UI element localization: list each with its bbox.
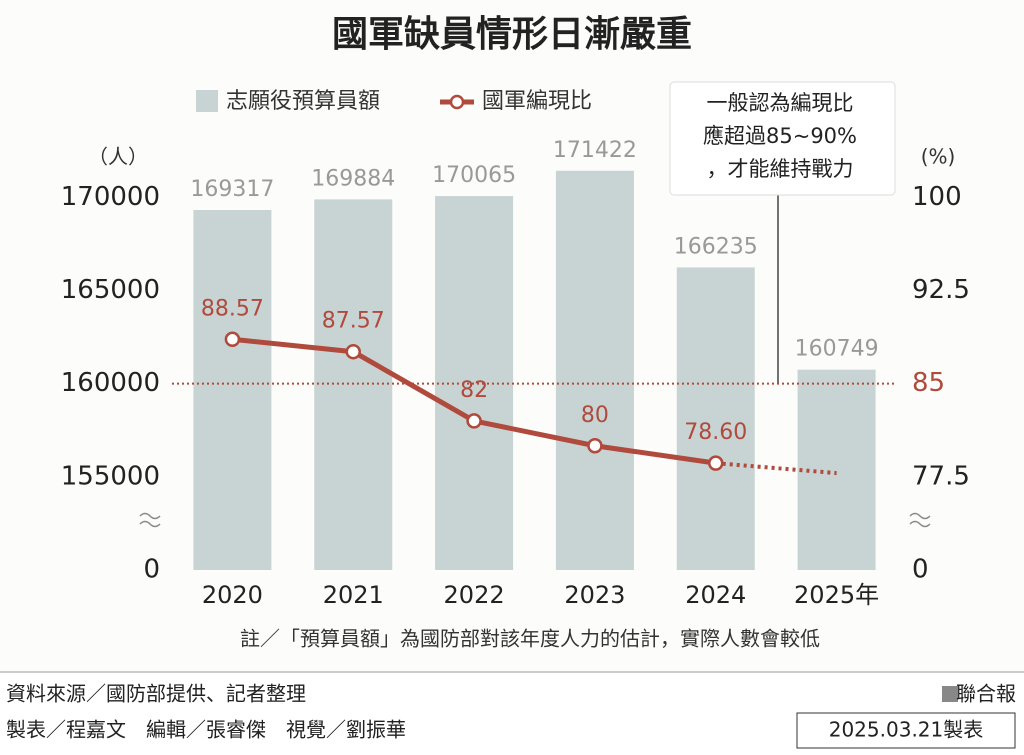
legend-label: 志願役預算員額 [226, 89, 380, 114]
source: 資料來源／國防部提供、記者整理 [6, 682, 306, 706]
legend-marker [449, 94, 465, 110]
annotation-text: 應超過85~90% [703, 124, 857, 148]
axis-break [909, 512, 931, 528]
chart-title: 國軍缺員情形日漸嚴重 [332, 14, 692, 55]
y2-tick-label: 85 [912, 368, 945, 398]
line-marker [587, 438, 603, 454]
y-axis-label: （人） [88, 145, 148, 169]
annotation-text: 一般認為編現比 [707, 91, 854, 115]
line-marker [466, 413, 482, 429]
bar [555, 170, 634, 570]
x-tick-label: 2022 [444, 581, 505, 609]
line-value-label: 88.57 [201, 296, 264, 321]
bar [797, 369, 876, 570]
x-tick-label: 2024 [685, 581, 746, 609]
bar-value-label: 160749 [795, 337, 879, 362]
y-tick-label: 165000 [61, 275, 160, 305]
date-box [796, 712, 1016, 749]
credits: 製表／程嘉文 編輯／張睿傑 視覺／劉振華 [6, 718, 406, 742]
y2-tick-label: 77.5 [912, 461, 970, 491]
axis-break [139, 512, 161, 528]
legend-swatch [196, 90, 218, 112]
annotation-text: ，才能維持戰力 [707, 157, 854, 181]
line-marker [345, 343, 361, 360]
y2-axis-label: (%) [921, 145, 956, 169]
line-marker [224, 331, 241, 348]
y-tick-label: 160000 [61, 368, 160, 398]
line-value-label: 82 [460, 378, 488, 403]
y2-tick-label: 100 [912, 182, 962, 212]
bar-value-label: 170065 [432, 163, 516, 188]
x-tick-label: 2025年 [794, 581, 879, 609]
x-tick-label: 2021 [323, 581, 384, 609]
bar-value-label: 171422 [553, 138, 637, 163]
legend-label: 國軍編現比 [482, 89, 592, 114]
y-tick-label: 0 [143, 555, 160, 585]
line-value-label: 87.57 [322, 309, 385, 334]
bar [676, 267, 755, 570]
y2-tick-label: 0 [912, 555, 929, 585]
line-marker [708, 455, 724, 471]
line-value-label: 78.60 [684, 420, 747, 445]
bar-value-label: 169317 [190, 177, 274, 202]
x-tick-label: 2023 [564, 581, 625, 609]
bar [193, 210, 272, 571]
publisher-icon [942, 686, 958, 702]
annotation-box [669, 81, 896, 196]
y2-tick-label: 92.5 [912, 275, 970, 305]
line-value-label: 80 [581, 403, 609, 428]
y-tick-label: 170000 [61, 182, 160, 212]
bar-value-label: 169884 [311, 166, 395, 191]
date: 2025.03.21製表 [829, 718, 984, 742]
bar [314, 199, 393, 570]
note: 註／「預算員額」為國防部對該年度人力的估計，實際人數會較低 [240, 627, 820, 651]
y-tick-label: 155000 [61, 461, 160, 491]
bar-value-label: 166235 [674, 234, 758, 259]
publisher: 聯合報 [956, 682, 1016, 706]
x-tick-label: 2020 [202, 581, 263, 609]
